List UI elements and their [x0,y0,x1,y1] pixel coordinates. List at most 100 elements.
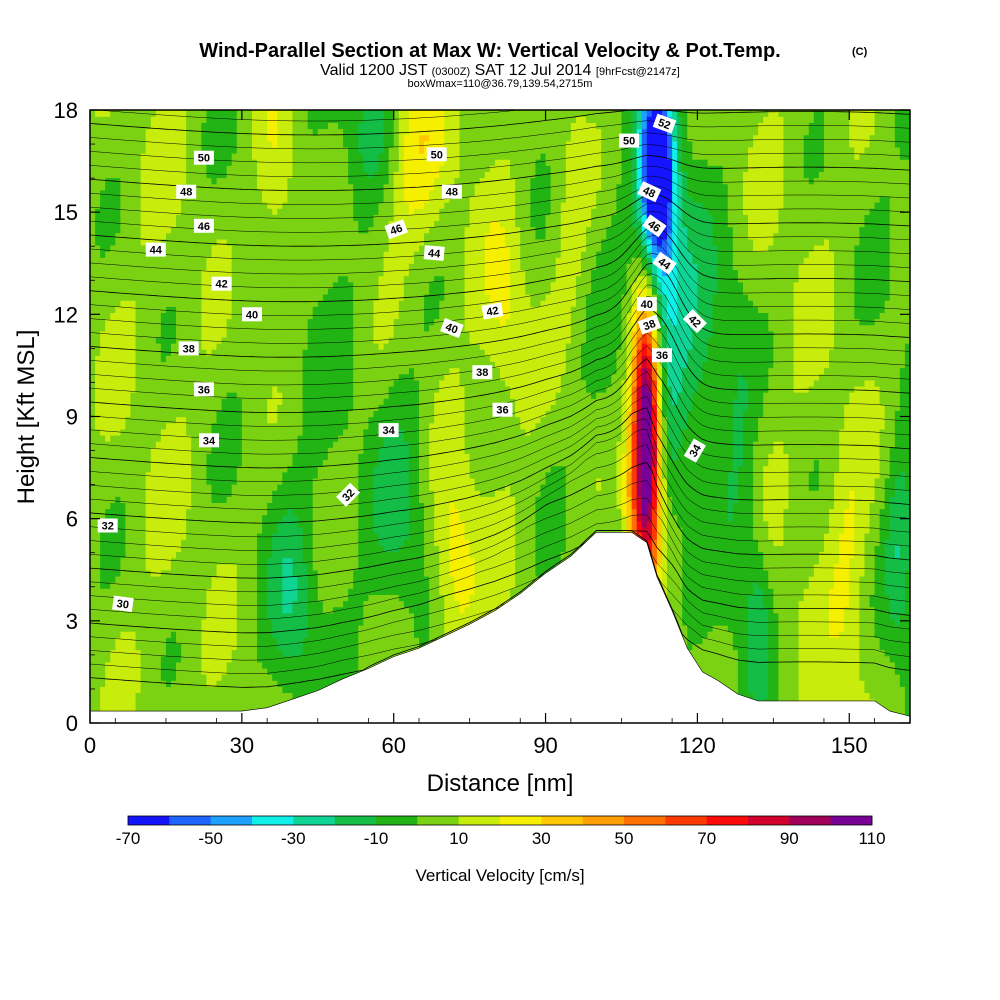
x-tick-label: 0 [84,733,96,758]
colorbar-swatch [582,816,625,825]
theta-contour-line [90,530,910,634]
colorbar-swatch [417,816,459,825]
theta-contour-line [90,480,910,593]
theta-label: 46 [193,218,214,233]
colorbar-tick-label: 50 [615,829,634,848]
colorbar-swatch [500,816,542,825]
theta-label: 46 [384,219,408,240]
colorbar-swatch [293,816,335,825]
colorbar-tick-label: -50 [198,829,223,848]
theta-label: 40 [242,307,262,322]
theta-label-text: 46 [645,218,662,235]
theta-label: 48 [176,184,197,199]
theta-label-text: 40 [246,309,258,321]
theta-label: 38 [178,341,199,356]
colorbar-swatch [128,816,170,825]
subtitle-utc: (0300Z) [432,66,471,78]
colorbar-swatch [789,816,831,825]
x-tick-label: 120 [679,733,716,758]
theta-contour-line [90,345,910,455]
theta-contour-line [90,514,910,620]
theta-contour-line [90,383,910,496]
theta-label-text: 36 [656,350,668,362]
colorbar-swatch [541,816,583,825]
theta-label: 40 [636,297,657,312]
theta-contour-line [90,175,910,219]
colorbar: -70 -50 -30 -10 10 30 50 70 90 110 [116,815,886,848]
terrain-mask [89,532,911,724]
potential-temperature-contours [90,110,910,688]
theta-contour-line [90,273,910,372]
theta-contour-line [90,185,910,233]
theta-label: 44 [423,245,445,261]
colorbar-frame [127,815,873,826]
theta-label: 38 [637,314,662,335]
theta-label-text: 44 [427,247,441,260]
x-tick-label: 150 [831,733,868,758]
theta-label: 50 [426,147,447,162]
colorbar-swatch [830,816,873,825]
theta-contour-line [90,462,910,579]
y-tick-label: 15 [54,200,78,225]
theta-contour-line [90,418,910,538]
theta-label-text: 40 [444,321,460,336]
theta-label: 32 [97,518,118,533]
theta-label-text: 52 [656,117,672,132]
chart-title-mark: (C) [852,46,868,58]
theta-contour-line [90,120,910,150]
theta-label: 50 [193,150,214,165]
theta-label-text: 36 [496,405,508,417]
theta-contour-line [90,307,910,413]
theta-contour-line [90,262,910,358]
theta-contour-line [90,210,910,275]
theta-label-text: 48 [446,187,458,199]
y-axis-label: Height [Kft MSL] [13,330,40,505]
theta-label-text: 38 [476,367,488,379]
theta-label: 36 [492,402,513,417]
theta-contour-line [90,407,910,524]
y-tick-label: 3 [66,609,78,634]
theta-contour-line [90,226,910,303]
theta-contour-line [90,110,910,136]
colorbar-swatch [376,816,418,825]
theta-label-text: 46 [198,221,210,233]
theta-contour-line [90,429,910,551]
theta-label-text: 50 [198,153,210,165]
colorbar-tick-label: 110 [858,829,885,848]
colorbar-swatch [252,816,294,825]
colorbar-tick-label: 70 [697,829,716,848]
theta-label-text: 46 [389,222,405,237]
theta-label-text: 38 [642,318,658,333]
colorbar-swatch [748,816,790,825]
chart-subtitle: Valid 1200 JST (0300Z) SAT 12 Jul 2014 [… [320,62,680,79]
theta-contour-line [90,443,910,565]
theta-contour-line [90,497,910,606]
colorbar-tick-label: 10 [449,829,468,848]
theta-label: 46 [642,214,667,238]
theta-label: 48 [637,181,662,203]
colorbar-swatch [624,816,666,825]
theta-contour-line [90,253,910,344]
x-axis-label: Distance [nm] [427,770,574,797]
colorbar-swatch [334,816,377,825]
x-tick-label: 60 [381,733,405,758]
theta-label: 44 [145,242,166,257]
theta-label-text: 42 [485,305,499,319]
theta-contour-line [90,530,910,675]
colorbar-tick-label: -70 [116,829,141,848]
theta-label-text: 48 [180,187,192,199]
theta-label-text: 32 [102,521,114,533]
theta-label: 40 [440,318,464,338]
y-tick-label: 6 [66,507,78,532]
theta-contour-line [90,235,910,316]
theta-label-text: 34 [382,425,395,437]
theta-contour-line [90,132,910,164]
theta-label: 34 [199,433,219,448]
theta-contour-line [90,284,910,386]
theta-label: 30 [112,595,134,613]
colorbar-tick-label: 30 [532,829,551,848]
theta-label: 34 [683,438,706,463]
colorbar-swatch [169,816,211,825]
